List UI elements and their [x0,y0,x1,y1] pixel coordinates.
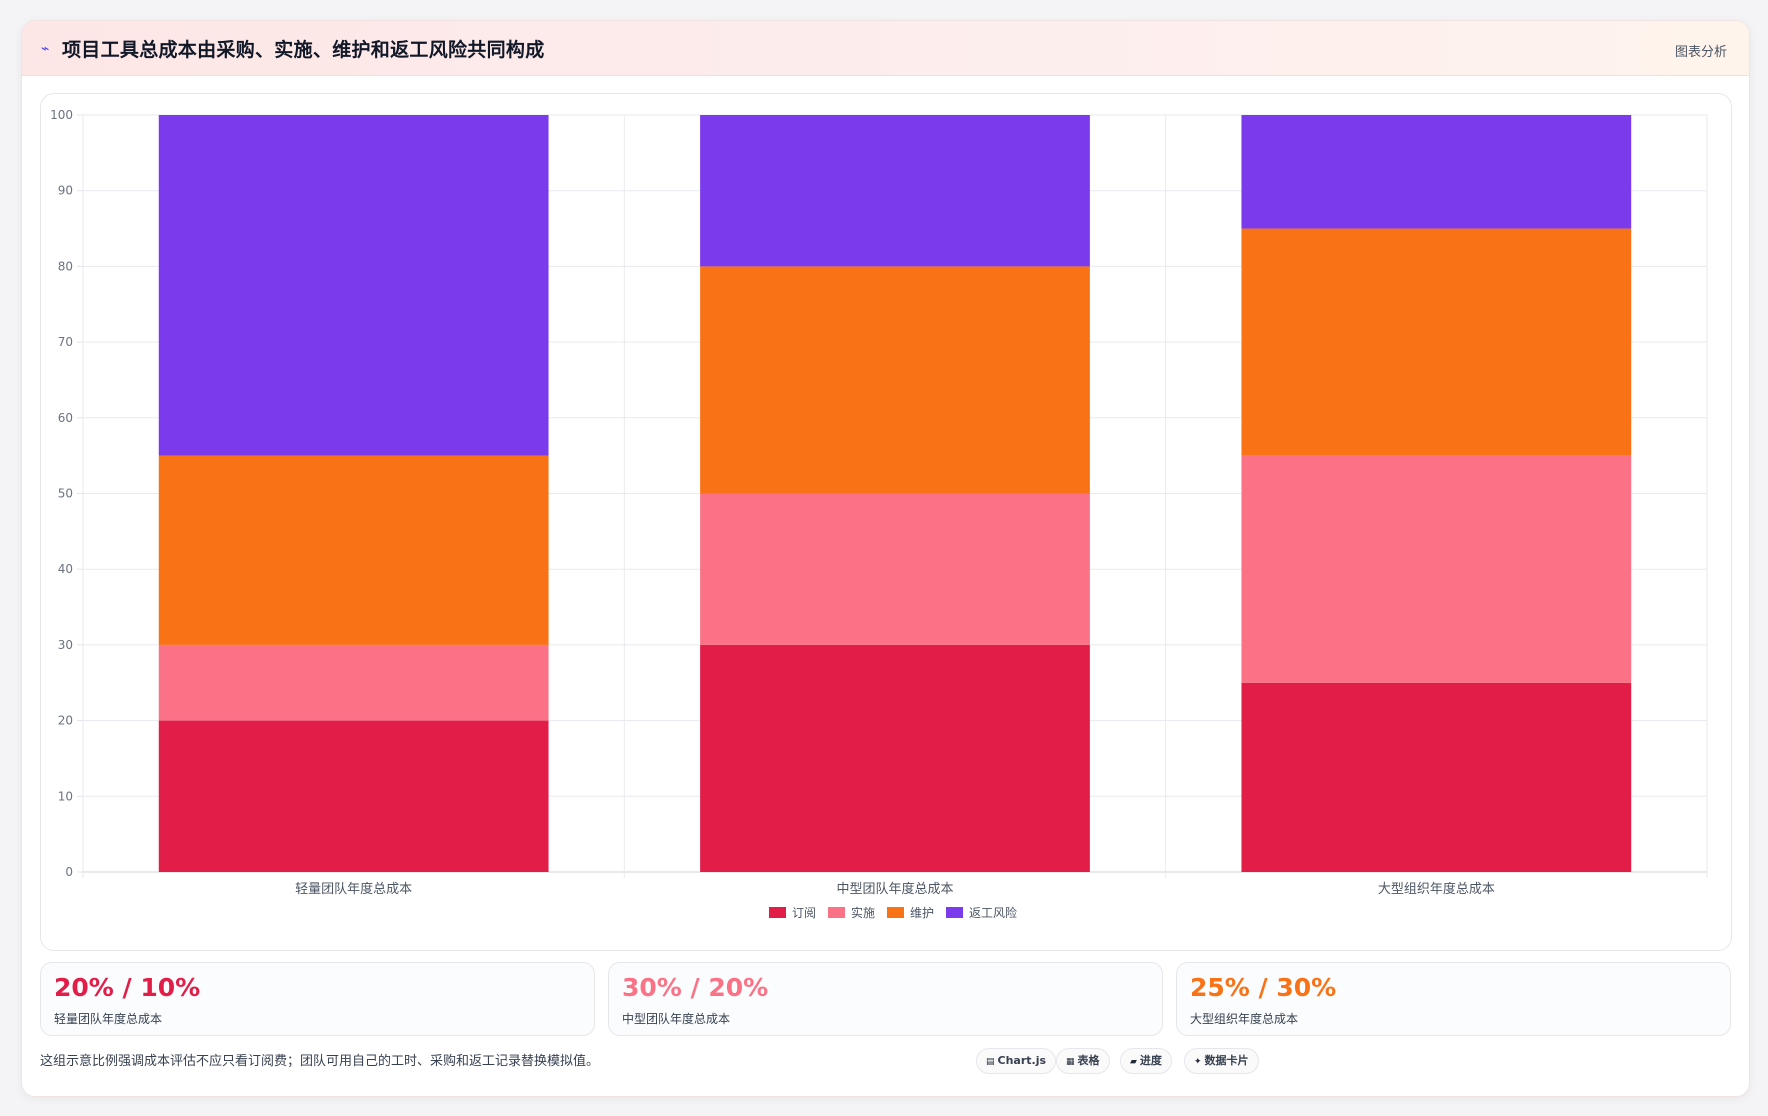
stat-value: 20% / 10% [54,973,201,1002]
legend-label: 实施 [851,905,875,920]
chart-title: 项目工具总成本由采购、实施、维护和返工风险共同构成 [62,39,545,61]
data-card-pill[interactable]: ✦ 数据卡片 [1184,1048,1259,1074]
legend-swatch [887,907,904,918]
y-tick-label: 100 [50,108,73,122]
legend-swatch [828,907,845,918]
chart-card: ⌁ 项目工具总成本由采购、实施、维护和返工风险共同构成 图表分析 0 10 20 30… [21,20,1750,1097]
bar-segment-订阅 [700,644,1090,872]
stat-card-light: 20% / 10% 轻量团队年度总成本 [40,962,595,1036]
stat-label: 大型组织年度总成本 [1190,1012,1299,1026]
x-tick-label: 中型团队年度总成本 [836,881,953,897]
pill-label: Chart.js [997,1054,1047,1067]
y-tick-label: 30 [58,638,73,652]
stat-card-medium: 30% / 20% 中型团队年度总成本 [608,962,1163,1036]
sparkle-icon: ⌁ [41,41,50,57]
legend-label: 返工风险 [969,905,1017,920]
bar-segment-实施 [1241,455,1632,683]
bar-segment-维护 [700,266,1090,494]
legend-swatch [946,907,963,918]
stat-value: 25% / 30% [1190,973,1337,1002]
table-pill[interactable]: ▦ 表格 [1056,1048,1110,1074]
bar-segment-实施 [158,644,549,721]
chart-analysis-label: 图表分析 [1674,45,1727,60]
bar-segment-返工风险 [700,115,1090,267]
bar-segment-订阅 [158,720,549,872]
chart-panel: 0 10 20 30 40 50 60 70 80 90 100 轻量团队年度总成本 中型团队年度总成本… [40,93,1732,951]
bar-segment-返工风险 [158,115,549,456]
stacked-bar-chart: 0 10 20 30 40 50 60 70 80 90 100 轻量团队年度总成本 中型团队年度总成本… [50,108,1708,920]
chart-icon: ▤ [986,1057,995,1067]
stat-value: 30% / 20% [622,973,769,1002]
stat-card-large: 25% / 30% 大型组织年度总成本 [1176,962,1731,1036]
y-tick-label: 50 [58,487,73,501]
y-tick-label: 20 [58,714,73,728]
stat-label: 中型团队年度总成本 [622,1012,731,1026]
chartjs-pill[interactable]: ▤ Chart.js [976,1048,1057,1074]
legend-label: 维护 [910,906,934,920]
y-tick-label: 90 [58,184,73,198]
bar-segment-维护 [1241,228,1632,456]
y-tick-label: 10 [58,789,73,803]
bar-segment-返工风险 [1241,115,1632,229]
y-tick-label: 0 [65,865,73,879]
pill-label: 进度 [1139,1054,1162,1067]
bar-segment-维护 [158,455,549,645]
x-tick-label: 轻量团队年度总成本 [295,881,412,897]
card-header: ⌁ 项目工具总成本由采购、实施、维护和返工风险共同构成 图表分析 [22,21,1749,76]
card-icon: ✦ [1194,1057,1202,1067]
progress-icon: ▰ [1130,1057,1137,1067]
bar-segment-实施 [700,493,1090,645]
pill-label: 数据卡片 [1204,1054,1249,1067]
x-tick-label: 大型组织年度总成本 [1378,881,1495,897]
legend-label: 订阅 [792,906,816,920]
legend-swatch [769,907,786,918]
footnote: 这组示意比例强调成本评估不应只看订阅费；团队可用自己的工时、采购和返工记录替换模… [40,1054,600,1069]
stat-label: 轻量团队年度总成本 [54,1012,163,1026]
y-tick-label: 60 [58,411,73,425]
y-tick-label: 70 [58,335,73,349]
table-icon: ▦ [1066,1057,1075,1067]
bar-segment-订阅 [1241,682,1632,872]
y-tick-label: 40 [58,562,73,576]
y-tick-label: 80 [58,259,73,273]
progress-pill[interactable]: ▰ 进度 [1120,1048,1172,1074]
pill-label: 表格 [1077,1054,1100,1067]
